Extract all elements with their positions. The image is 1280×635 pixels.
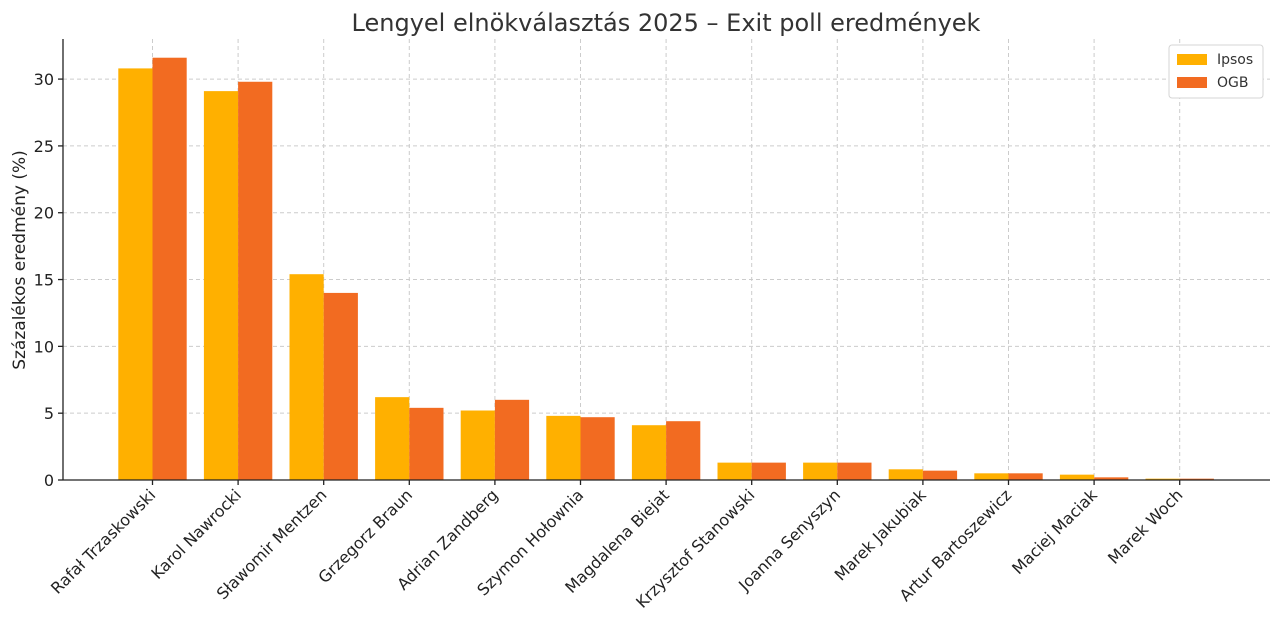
y-tick-label: 0 [44, 471, 54, 490]
y-tick-label: 30 [34, 70, 54, 89]
y-tick-labels: 0 5 10 15 20 25 30 [34, 70, 54, 490]
bar-ipsos-3 [375, 397, 410, 480]
bar-ogb-3 [409, 407, 444, 480]
bar-ipsos-9 [888, 469, 923, 480]
bar-ogb-4 [494, 399, 530, 480]
x-tick-label: Rafał Trzaskowski [47, 485, 159, 597]
y-tick-label: 25 [34, 137, 54, 156]
bar-ipsos-7 [717, 462, 752, 480]
y-tick-label: 20 [34, 204, 54, 223]
bars [118, 57, 1214, 481]
bar-ogb-6 [666, 421, 701, 480]
x-tick-label: Karol Nawrocki [147, 485, 245, 583]
bar-ogb-2 [323, 292, 358, 480]
bar-ogb-12 [1179, 478, 1214, 480]
legend-label-ipsos: Ipsos [1217, 52, 1253, 68]
bar-ipsos-1 [203, 91, 239, 481]
chart-title: Lengyel elnökválasztás 2025 – Exit poll … [352, 9, 981, 37]
y-tick-label: 10 [34, 337, 54, 356]
x-tick-label: Marek Jakubiak [831, 485, 931, 585]
legend-swatch-ogb [1177, 77, 1207, 88]
bar-ogb-1 [238, 81, 273, 480]
bar-ogb-8 [837, 462, 872, 480]
y-tick-label: 5 [44, 404, 54, 423]
bar-ogb-10 [1008, 473, 1043, 480]
bar-ogb-7 [751, 462, 786, 480]
y-tick-label: 15 [34, 271, 54, 290]
bar-ipsos-10 [974, 473, 1009, 480]
bar-ogb-11 [1094, 477, 1129, 480]
bar-ipsos-5 [546, 415, 581, 480]
bar-ogb-9 [922, 470, 958, 480]
bar-ipsos-4 [460, 410, 495, 480]
bar-ipsos-8 [803, 462, 838, 480]
legend-label-ogb: OGB [1217, 75, 1248, 91]
x-tick-label: Marek Woch [1104, 485, 1186, 567]
bar-ogb-5 [580, 417, 615, 480]
y-axis-label: Százalékos eredmény (%) [10, 150, 30, 370]
bar-ipsos-11 [1059, 474, 1095, 480]
bar-ipsos-2 [289, 274, 324, 480]
bar-ogb-0 [152, 57, 187, 480]
bar-ipsos-12 [1145, 478, 1180, 480]
axes [58, 39, 1270, 485]
bar-ipsos-6 [631, 425, 667, 480]
bar-ipsos-0 [118, 68, 153, 481]
legend: Ipsos OGB [1168, 44, 1264, 99]
x-tick-label: Maciej Maciak [1008, 485, 1101, 578]
legend-swatch-ipsos [1177, 54, 1207, 65]
